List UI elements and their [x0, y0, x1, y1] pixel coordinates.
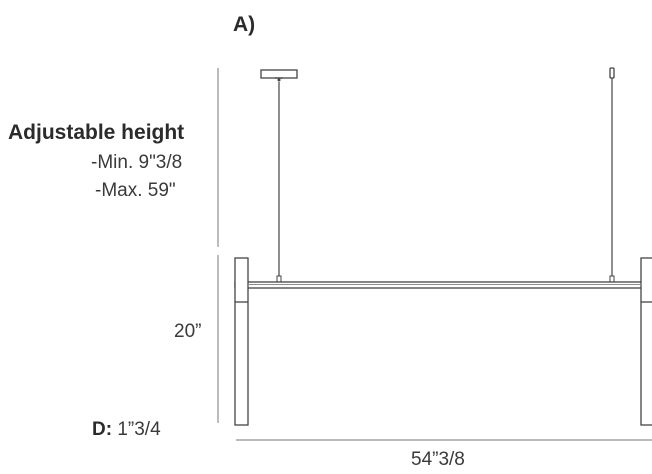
depth-dimension: D: 1”3/4 [92, 420, 161, 439]
adjustable-height-title: Adjustable height [8, 121, 185, 144]
ceiling-canopy-left [260, 69, 298, 82]
vertical-tube-left [234, 257, 249, 426]
horizontal-bar [234, 281, 652, 289]
height-dimension-label: 20” [174, 321, 202, 342]
vertical-tube-right [640, 257, 652, 426]
ceiling-anchor-right [609, 67, 615, 79]
view-label: A) [233, 13, 256, 36]
cable-clamp-left [276, 275, 282, 283]
adjustable-height-max: -Max. 59" [95, 180, 176, 201]
cable-clamp-right [609, 275, 615, 283]
depth-label: D: [92, 419, 113, 440]
adjustable-height-min: -Min. 9"3/8 [91, 152, 183, 173]
width-dimension-label: 54”3/8 [411, 449, 465, 470]
depth-value: 1”3/4 [117, 419, 161, 440]
